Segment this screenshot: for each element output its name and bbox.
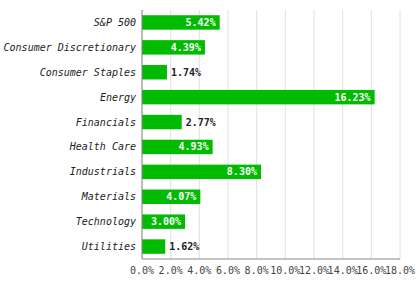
data-label: 2.77% <box>186 117 216 128</box>
grid <box>142 10 400 259</box>
grid-line <box>400 10 401 259</box>
data-label: 4.07% <box>166 191 196 202</box>
grid-line <box>285 10 286 259</box>
bar <box>142 15 220 29</box>
data-label: 5.42% <box>186 17 216 28</box>
bar <box>142 115 182 129</box>
grid-line <box>314 10 315 259</box>
x-axis: 0.0% 2.0% 4.0% 6.0% 8.0%10.0%12.0%14.0%16.0%… <box>130 265 415 276</box>
chart: 0.0% 2.0% 4.0% 6.0% 8.0%10.0%12.0%14.0%16.0%… <box>0 0 420 285</box>
y-axis-line <box>142 10 143 259</box>
y-tick-label: Energy <box>100 92 136 103</box>
data-label: 3.00% <box>151 216 181 227</box>
x-tick-label: 14.0% <box>328 265 358 276</box>
bar <box>142 90 375 104</box>
data-label: 4.93% <box>179 141 209 152</box>
bar <box>142 165 261 179</box>
x-tick-label: 10.0% <box>270 265 300 276</box>
y-axis: S&P 500 Consumer Discretionary Consumer St… <box>4 17 136 252</box>
y-tick-label: S&P 500 <box>94 17 136 28</box>
bar <box>142 214 185 228</box>
y-tick-label: Technology <box>76 216 136 227</box>
y-tick-label: Health Care <box>69 141 136 152</box>
x-tick-label: 0.0% <box>130 265 154 276</box>
bar <box>142 190 200 204</box>
chart-container: 0.0% 2.0% 4.0% 6.0% 8.0%10.0%12.0%14.0%16.0%… <box>0 0 420 285</box>
y-tick-label: Utilities <box>82 241 136 252</box>
bar <box>142 140 213 154</box>
x-tick-label: 6.0% <box>216 265 240 276</box>
data-label: 8.30% <box>227 166 257 177</box>
y-tick-label: Industrials <box>70 166 136 177</box>
grid-line <box>371 10 372 259</box>
grid-line <box>256 10 257 259</box>
data-label: 16.23% <box>335 92 371 103</box>
grid-line <box>228 10 229 259</box>
bar <box>142 65 167 79</box>
x-tick-label: 8.0% <box>245 265 269 276</box>
data-label: 1.74% <box>171 67 201 78</box>
data-label: 4.39% <box>171 42 201 53</box>
grid-line <box>142 10 143 259</box>
y-tick-label: Materials <box>81 191 136 202</box>
data-label: 1.62% <box>169 241 199 252</box>
bar <box>142 40 205 54</box>
x-axis-line <box>142 259 400 260</box>
y-tick-label: Consumer Staples <box>40 67 136 78</box>
y-tick-label: Financials <box>76 117 136 128</box>
bar <box>142 239 165 253</box>
x-tick-label: 12.0% <box>299 265 329 276</box>
x-tick-label: 4.0% <box>187 265 211 276</box>
bars <box>142 15 375 254</box>
data-labels: 5.42% 4.39% 1.74% 16.23% 2.77% 4.93% 8.30% 4.07… <box>151 17 371 252</box>
x-tick-label: 2.0% <box>159 265 183 276</box>
y-tick-label: Consumer Discretionary <box>4 42 136 53</box>
x-tick-label: 16.0% <box>356 265 386 276</box>
x-tick-label: 18.0% <box>385 265 415 276</box>
grid-line <box>342 10 343 259</box>
